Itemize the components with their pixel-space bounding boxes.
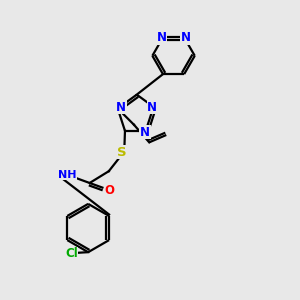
Text: O: O bbox=[104, 184, 114, 197]
Text: S: S bbox=[117, 146, 127, 159]
Text: Cl: Cl bbox=[65, 247, 78, 260]
Text: N: N bbox=[181, 31, 190, 44]
Text: NH: NH bbox=[58, 170, 77, 180]
Text: N: N bbox=[116, 100, 126, 113]
Text: N: N bbox=[147, 100, 157, 113]
Text: N: N bbox=[157, 31, 166, 44]
Text: N: N bbox=[140, 126, 150, 139]
